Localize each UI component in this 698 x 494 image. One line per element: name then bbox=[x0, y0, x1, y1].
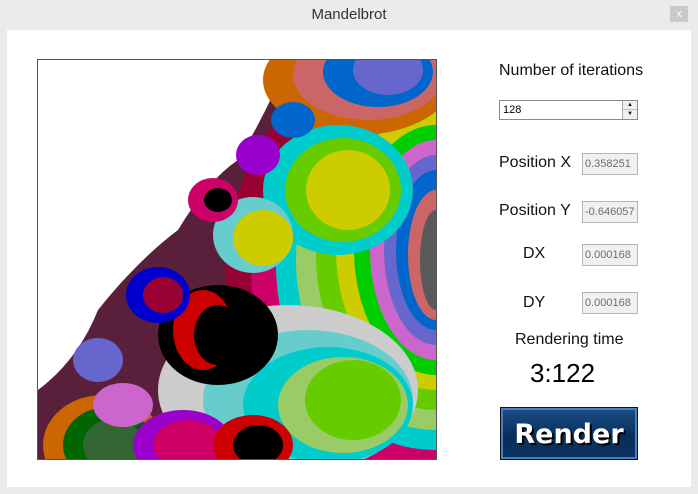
iterations-spinbox[interactable]: 128 ▲ ▼ bbox=[499, 100, 638, 120]
band bbox=[93, 383, 153, 427]
position-x-label: Position X bbox=[499, 154, 572, 171]
iterations-value[interactable]: 128 bbox=[503, 104, 522, 116]
band bbox=[233, 425, 283, 459]
spin-down-icon[interactable]: ▼ bbox=[623, 110, 637, 119]
dy-field[interactable]: 0.000168 bbox=[582, 292, 638, 314]
window-frame-bottom bbox=[0, 487, 698, 494]
spin-up-icon[interactable]: ▲ bbox=[623, 101, 637, 110]
window-frame-right bbox=[691, 30, 698, 494]
close-button[interactable]: x bbox=[670, 6, 688, 22]
position-y-label: Position Y bbox=[499, 202, 571, 219]
band bbox=[194, 305, 242, 365]
band bbox=[420, 210, 436, 310]
band bbox=[233, 210, 293, 266]
iterations-label: Number of iterations bbox=[499, 62, 644, 79]
dx-label: DX bbox=[523, 245, 546, 262]
band bbox=[83, 419, 143, 459]
title-bar bbox=[0, 0, 698, 30]
spin-buttons: ▲ ▼ bbox=[622, 101, 637, 119]
position-x-field[interactable]: 0.358251 bbox=[582, 153, 638, 175]
band bbox=[353, 60, 423, 95]
rendering-time-value: 3:122 bbox=[530, 358, 596, 388]
rendering-time-label: Rendering time bbox=[515, 331, 624, 348]
position-y-value: -0.646057 bbox=[585, 206, 635, 218]
fractal-image bbox=[38, 60, 436, 459]
band bbox=[153, 420, 223, 459]
band bbox=[305, 360, 401, 440]
band bbox=[143, 277, 183, 313]
dy-label: DY bbox=[523, 294, 546, 311]
dx-field[interactable]: 0.000168 bbox=[582, 244, 638, 266]
band bbox=[204, 188, 232, 212]
render-button[interactable]: Render bbox=[500, 407, 638, 460]
position-x-value: 0.358251 bbox=[585, 158, 631, 170]
dy-value: 0.000168 bbox=[585, 297, 631, 309]
window-title: Mandelbrot bbox=[311, 6, 387, 23]
band bbox=[236, 135, 280, 175]
band bbox=[306, 150, 390, 230]
fractal-canvas[interactable] bbox=[37, 59, 437, 460]
window-frame-left bbox=[0, 30, 7, 494]
band bbox=[271, 102, 315, 138]
position-y-field[interactable]: -0.646057 bbox=[582, 201, 638, 223]
band bbox=[73, 338, 123, 382]
dx-value: 0.000168 bbox=[585, 249, 631, 261]
